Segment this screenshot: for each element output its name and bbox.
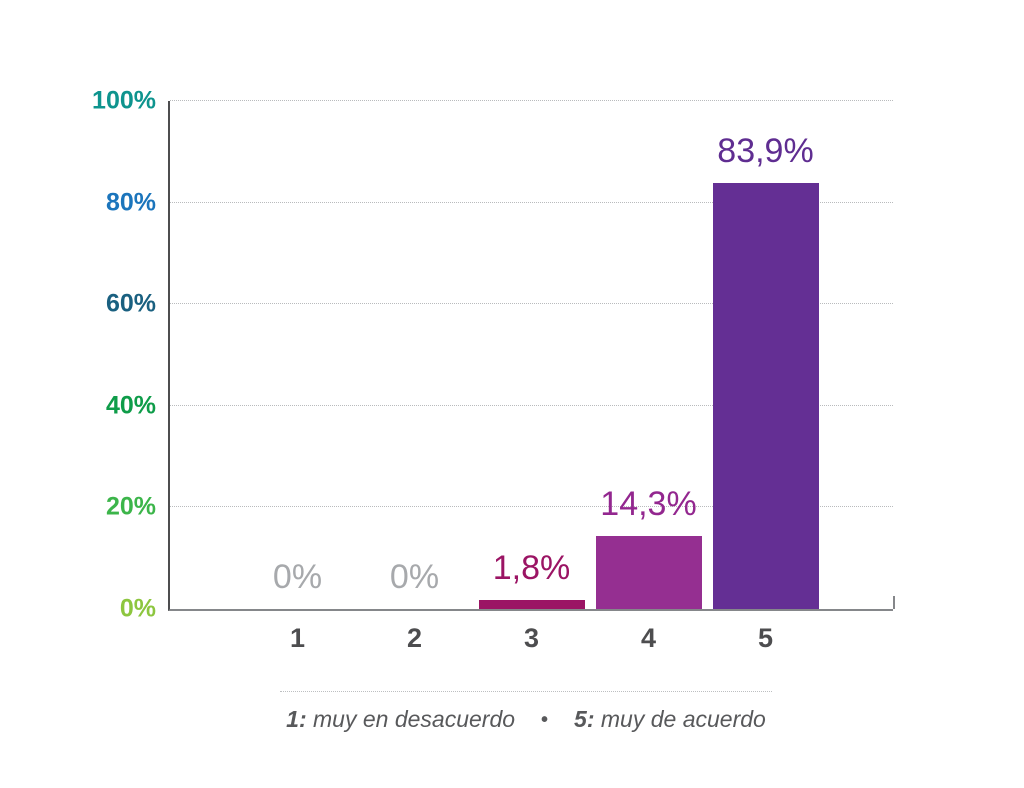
y-axis-label-100%: 100% <box>92 86 156 115</box>
x-axis-label-3: 3 <box>523 623 540 653</box>
footnote-text-high: muy de acuerdo <box>594 706 766 732</box>
footnote-key-high: 5: <box>574 706 595 732</box>
footnote-bullet-separator: • <box>541 709 549 731</box>
x-axis-label-1: 1 <box>289 623 306 653</box>
x-axis-end-tick <box>893 596 895 609</box>
gridline-40% <box>170 404 893 406</box>
y-axis-label-80%: 80% <box>105 188 156 217</box>
bar-category-5 <box>712 182 819 609</box>
gridline-20% <box>170 506 893 508</box>
gridline-100% <box>170 100 893 101</box>
x-axis-label-2: 2 <box>406 623 423 653</box>
footnote-key-low: 1: <box>286 706 307 732</box>
value-label-category-5: 83,9% <box>717 131 814 170</box>
value-label-category-2: 0% <box>389 558 440 596</box>
footnote-text-low: muy en desacuerdo <box>306 706 516 732</box>
value-label-category-4: 14,3% <box>600 485 697 524</box>
scale-footnote: 1: muy en desacuerdo • 5: muy de acuerdo <box>280 691 772 733</box>
x-axis-label-5: 5 <box>757 623 774 653</box>
x-axis-label-4: 4 <box>640 623 657 653</box>
bar-category-4 <box>595 536 702 609</box>
y-axis-label-40%: 40% <box>105 391 156 420</box>
value-label-category-1: 0% <box>272 558 323 596</box>
y-axis-label-0%: 0% <box>119 594 156 623</box>
gridline-80% <box>170 201 893 203</box>
y-axis-label-60%: 60% <box>105 289 156 318</box>
gridline-60% <box>170 303 893 305</box>
bar-category-3 <box>478 599 585 609</box>
value-label-category-3: 1,8% <box>492 548 571 587</box>
plot-area: 0% 20% 40% 60% 80% 100% 0% 1 0% 2 1,8% 3 14,3% 4 83,9%… <box>92 88 895 652</box>
y-axis-label-20%: 20% <box>105 492 156 521</box>
